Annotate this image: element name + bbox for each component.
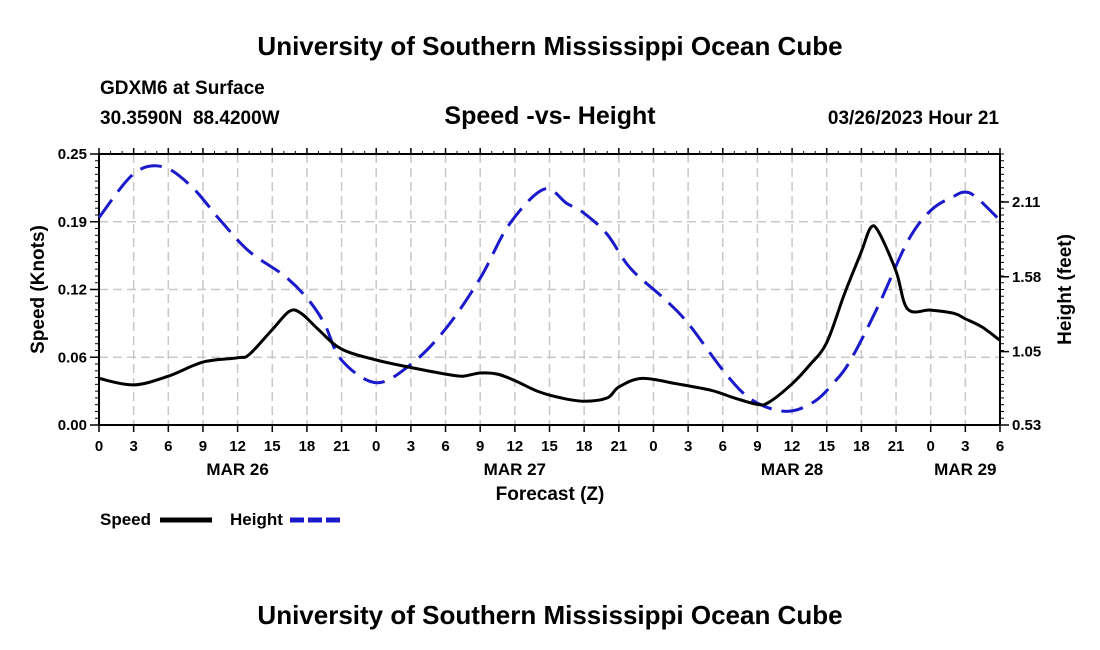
y-left-tick-label: 0.00: [58, 417, 87, 434]
x-axis-title: Forecast (Z): [496, 484, 605, 505]
axes: [90, 148, 1009, 432]
x-tick-label: 0: [372, 438, 380, 455]
y-right-tick-label: 0.53: [1012, 417, 1041, 434]
x-tick-label: 21: [333, 438, 350, 455]
x-tick-label: 15: [818, 438, 835, 455]
x-tick-label: 15: [264, 438, 281, 455]
x-tick-label: 9: [199, 438, 207, 455]
day-label: MAR 29: [934, 460, 996, 479]
x-tick-label: 6: [996, 438, 1004, 455]
x-tick-label: 21: [888, 438, 905, 455]
y-left-tick-label: 0.06: [58, 349, 87, 366]
y-right-tick-label: 2.11: [1012, 194, 1040, 211]
page-title: University of Southern Mississippi Ocean…: [257, 31, 842, 61]
y-left-tick-label: 0.19: [58, 214, 87, 231]
day-label: MAR 26: [206, 460, 268, 479]
x-tick-label: 12: [229, 438, 246, 455]
y-right-axis-title: Height (feet): [1055, 234, 1076, 345]
x-tick-label: 9: [753, 438, 761, 455]
station-label: GDXM6 at Surface: [100, 78, 265, 99]
grid: [99, 154, 1000, 425]
legend: Speed Height: [100, 510, 344, 529]
legend-label-height: Height: [230, 510, 283, 529]
plot-frame: [98, 153, 1001, 426]
x-tick-label: 18: [853, 438, 870, 455]
y-left-tick-label: 0.25: [58, 146, 87, 163]
x-tick-label: 6: [719, 438, 727, 455]
axis-labels: 0 3 6 9 12 15 18 21 0 3 6 9 12 15 18 21 0 3 6 9 12 15 18 21 0 3 60…: [28, 146, 1076, 505]
series: [97, 164, 1002, 413]
x-tick-label: 9: [476, 438, 484, 455]
x-tick-label: 18: [576, 438, 593, 455]
x-tick-label: 3: [961, 438, 969, 455]
y-left-axis-title: Speed (Knots): [28, 225, 49, 354]
x-tick-label: 18: [299, 438, 316, 455]
day-label: MAR 27: [484, 460, 546, 479]
x-tick-label: 0: [927, 438, 935, 455]
legend-label-speed: Speed: [100, 510, 151, 529]
y-right-tick-label: 1.05: [1012, 344, 1041, 361]
chart-title: Speed -vs- Height: [444, 102, 656, 130]
x-tick-label: 15: [541, 438, 558, 455]
datetime-label: 03/26/2023 Hour 21: [828, 108, 1000, 129]
coordinates-label: 30.3590N 88.4200W: [100, 108, 280, 129]
footer-title: University of Southern Mississippi Ocean…: [257, 600, 843, 630]
x-tick-label: 6: [164, 438, 172, 455]
x-tick-label: 21: [610, 438, 627, 455]
x-tick-label: 6: [441, 438, 449, 455]
speed-series-line: [98, 224, 1001, 407]
x-tick-label: 0: [95, 438, 103, 455]
x-tick-label: 3: [407, 438, 415, 455]
day-label: MAR 28: [761, 460, 823, 479]
x-tick-label: 3: [129, 438, 137, 455]
y-left-tick-label: 0.12: [58, 282, 87, 299]
x-tick-label: 12: [507, 438, 524, 455]
x-tick-label: 12: [784, 438, 801, 455]
height-series-line: [97, 164, 1002, 413]
x-tick-label: 3: [684, 438, 692, 455]
y-right-tick-label: 1.58: [1012, 269, 1041, 286]
x-tick-label: 0: [649, 438, 657, 455]
